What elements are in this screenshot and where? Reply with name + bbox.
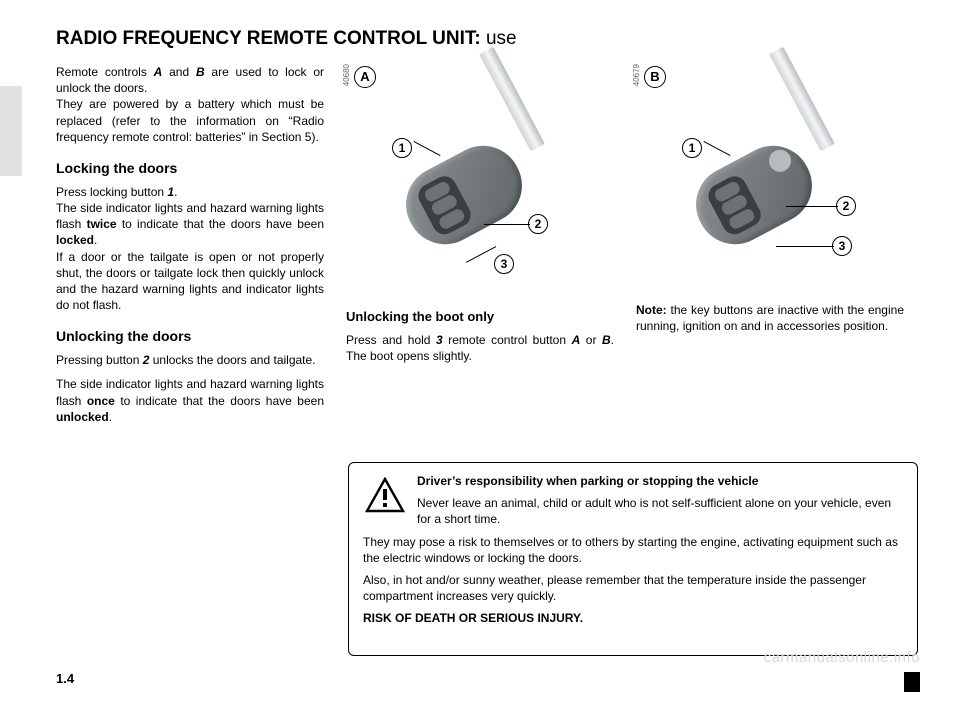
callout-b3: 3 xyxy=(832,236,852,256)
page-mark xyxy=(904,672,920,692)
title-main: RADIO FREQUENCY REMOTE CONTROL UNIT: xyxy=(56,28,486,49)
callout-a3: 3 xyxy=(494,254,514,274)
key-b-blade xyxy=(769,47,835,152)
figure-b: 40679 B 1 2 3 xyxy=(636,64,904,294)
figure-b-label: B xyxy=(644,66,666,88)
leader-a1 xyxy=(414,141,441,156)
watermark: carmanualsonline.info xyxy=(764,649,920,666)
right-column: 40679 B 1 2 3 Note: the key buttons are … xyxy=(636,64,904,433)
unlocking-text-2: The side indicator lights and hazard war… xyxy=(56,376,324,425)
page-title: RADIO FREQUENCY REMOTE CONTROL UNIT: use xyxy=(56,28,920,50)
leader-a3 xyxy=(466,246,496,263)
unlocking-text-1: Pressing button 2 unlocks the doors and … xyxy=(56,352,324,368)
callout-a2: 2 xyxy=(528,214,548,234)
boot-text: Press and hold 3 remote control button A… xyxy=(346,332,614,364)
leader-b1 xyxy=(704,141,731,156)
side-tab xyxy=(0,86,22,176)
key-a-body xyxy=(404,156,524,234)
warning-icon xyxy=(363,475,407,515)
leader-b3 xyxy=(776,246,834,247)
key-b-body xyxy=(694,156,814,234)
warning-heading: Driver’s responsibility when parking or … xyxy=(363,473,903,489)
warning-box: Driver’s responsibility when parking or … xyxy=(348,462,918,656)
warning-p3: Also, in hot and/or sunny weather, pleas… xyxy=(363,572,903,604)
leader-b2 xyxy=(786,206,838,207)
figure-a-label: A xyxy=(354,66,376,88)
warning-p2: They may pose a risk to themselves or to… xyxy=(363,534,903,566)
figure-a-number: 40680 xyxy=(342,64,353,86)
warning-p4: RISK OF DEATH OR SERIOUS INJURY. xyxy=(363,610,903,626)
left-column: Remote controls A and B are used to lock… xyxy=(56,64,324,433)
figure-b-number: 40679 xyxy=(632,64,643,86)
page-number: 1.4 xyxy=(56,671,74,686)
content-columns: Remote controls A and B are used to lock… xyxy=(56,64,920,433)
locking-text: Press locking button 1.The side indicato… xyxy=(56,184,324,314)
callout-a1: 1 xyxy=(392,138,412,158)
figure-a: 40680 A 1 2 3 xyxy=(346,64,614,294)
unlocking-heading: Unlocking the doors xyxy=(56,327,324,346)
boot-heading: Unlocking the boot only xyxy=(346,308,614,326)
locking-heading: Locking the doors xyxy=(56,159,324,178)
middle-column: 40680 A 1 2 3 Unlocking the boot only Pr… xyxy=(346,64,614,433)
callout-b1: 1 xyxy=(682,138,702,158)
leader-a2 xyxy=(484,224,530,225)
title-sub: use xyxy=(486,28,517,49)
intro-text: Remote controls A and B are used to lock… xyxy=(56,64,324,145)
note-text: Note: the key buttons are inactive with … xyxy=(636,302,904,334)
key-a-blade xyxy=(479,47,545,152)
callout-b2: 2 xyxy=(836,196,856,216)
warning-p1: Never leave an animal, child or adult wh… xyxy=(363,495,903,527)
